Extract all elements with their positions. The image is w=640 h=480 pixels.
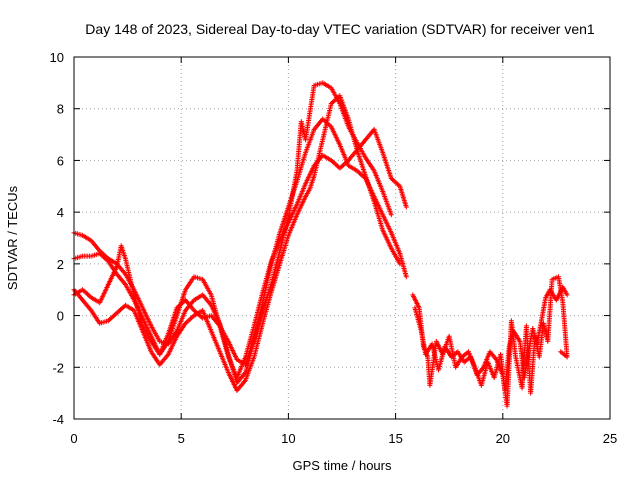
x-axis-label: GPS time / hours	[293, 458, 392, 473]
y-tick-label: 10	[50, 50, 64, 65]
data-point	[558, 349, 564, 355]
y-tick-label: 6	[57, 153, 64, 168]
y-tick-label: 4	[57, 205, 64, 220]
x-tick-label: 20	[496, 431, 510, 446]
data-point	[397, 261, 403, 267]
data-points	[71, 80, 570, 409]
x-tick-label: 15	[388, 431, 402, 446]
y-tick-label: -2	[52, 360, 64, 375]
data-point	[564, 292, 570, 298]
plot-frame	[73, 56, 611, 420]
data-point	[403, 274, 409, 280]
y-tick-label: 8	[57, 102, 64, 117]
x-tick-label: 10	[281, 431, 295, 446]
axis-ticks: 0 5 10 15 20 25 -4 -2 0 2 4 6 8 10	[50, 50, 618, 446]
y-tick-label: 0	[57, 309, 64, 324]
chart-title: Day 148 of 2023, Sidereal Day-to-day VTE…	[85, 21, 595, 37]
x-tick-label: 0	[70, 431, 77, 446]
y-tick-label: 2	[57, 257, 64, 272]
y-tick-label: -4	[52, 412, 64, 427]
data-point	[403, 204, 409, 210]
x-tick-label: 5	[178, 431, 185, 446]
y-axis-label: SDTVAR / TECUs	[5, 185, 20, 290]
x-tick-label: 25	[603, 431, 617, 446]
data-point	[388, 212, 394, 218]
